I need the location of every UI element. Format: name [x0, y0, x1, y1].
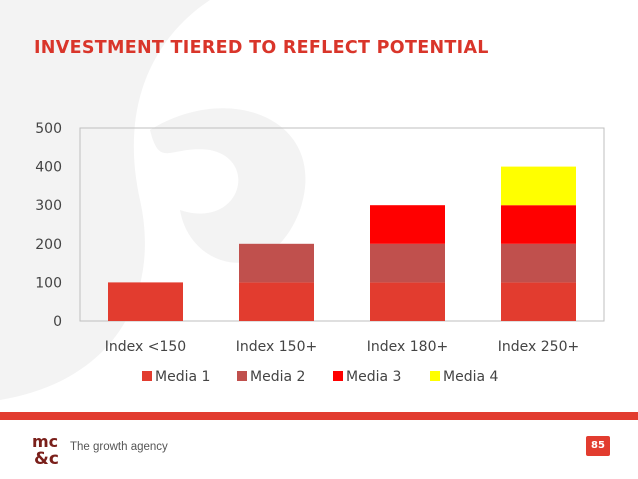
bar-2-media-1: [239, 282, 314, 321]
legend-label-media-2: Media 2: [250, 369, 305, 385]
legend-swatch-media-3: [333, 371, 343, 381]
footer-bar: [0, 412, 638, 420]
bar-3-media-2: [370, 243, 445, 283]
bar-4-media-1: [501, 282, 576, 321]
bar-1-media-1: [108, 282, 183, 321]
legend-swatch-media-1: [142, 371, 152, 381]
legend-swatch-media-2: [237, 371, 247, 381]
x-tick-label-4: Index 250+: [498, 339, 579, 355]
bar-4-media-2: [501, 243, 576, 283]
y-tick-label-4: 400: [35, 160, 62, 176]
y-tick-label-2: 200: [35, 237, 62, 253]
legend-label-media-3: Media 3: [346, 369, 401, 385]
svg-text:&c: &c: [34, 449, 59, 466]
legend-swatch-media-4: [430, 371, 440, 381]
x-tick-label-3: Index 180+: [367, 339, 448, 355]
bar-3-media-3: [370, 205, 445, 244]
page-number-badge: 85: [586, 436, 610, 456]
bar-2-media-2: [239, 243, 314, 283]
page-title: INVESTMENT TIERED TO REFLECT POTENTIAL: [34, 38, 489, 58]
y-tick-label-0: 0: [53, 314, 62, 330]
svg-text:mc: mc: [32, 432, 58, 451]
y-tick-label-5: 500: [35, 121, 62, 137]
bar-3-media-1: [370, 282, 445, 321]
agency-tagline: The growth agency: [70, 441, 168, 453]
y-tick-label-1: 100: [35, 275, 62, 291]
plot-area-frame: [79, 127, 605, 322]
y-tick-label-3: 300: [35, 198, 62, 214]
legend-label-media-1: Media 1: [155, 369, 210, 385]
agency-logo: mc &c: [32, 432, 59, 466]
x-tick-label-1: Index <150: [105, 339, 186, 355]
bar-4-media-3: [501, 205, 576, 244]
legend-label-media-4: Media 4: [443, 369, 498, 385]
bar-4-media-4: [501, 166, 576, 206]
x-tick-label-2: Index 150+: [236, 339, 317, 355]
